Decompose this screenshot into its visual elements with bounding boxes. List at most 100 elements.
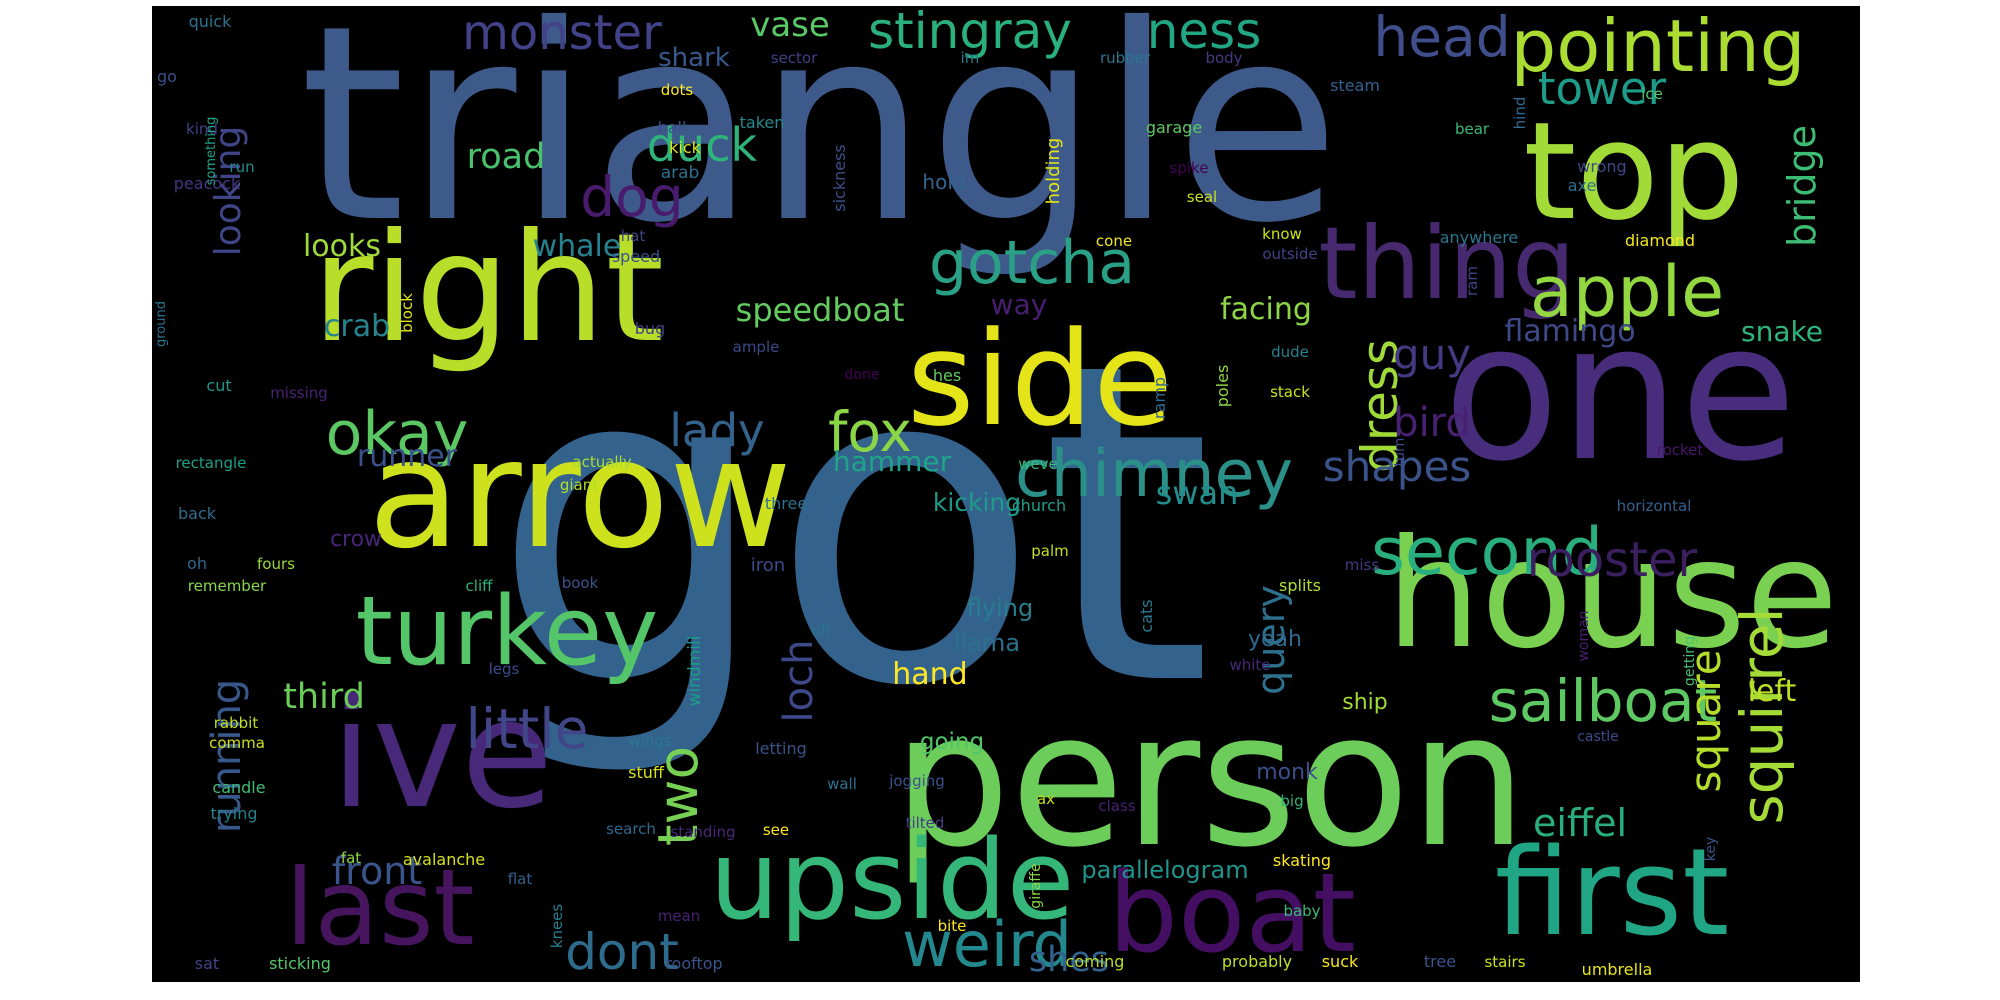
- word-sailboat: sailboat: [1489, 667, 1718, 735]
- word-flamingo: flamingo: [1504, 314, 1635, 349]
- word-triangle: triangle: [300, 6, 1341, 282]
- word-house: house: [1386, 508, 1838, 682]
- word-bite: bite: [938, 917, 967, 935]
- word-guy: guy: [1393, 330, 1471, 379]
- word-person: person: [893, 672, 1527, 888]
- word-first: first: [1495, 824, 1730, 963]
- word-key: key: [1703, 837, 1719, 862]
- word-yeah: yeah: [1248, 627, 1302, 652]
- word-fours: fours: [257, 555, 295, 573]
- word-looks: looks: [303, 229, 381, 264]
- word-fox: fox: [828, 400, 912, 464]
- word-loch: loch: [776, 640, 822, 723]
- word-search: search: [606, 820, 656, 838]
- word-going: going: [920, 729, 984, 755]
- word-speed: speed: [612, 247, 660, 266]
- word-rooftop: rooftop: [665, 954, 722, 973]
- word-second: second: [1371, 515, 1603, 590]
- word-spike: spike: [1170, 159, 1209, 177]
- word-anywhere: anywhere: [1440, 228, 1519, 247]
- word-body: body: [1205, 49, 1242, 67]
- word-dress: dress: [1351, 339, 1409, 473]
- word-coming: coming: [1066, 952, 1125, 971]
- word-cone: cone: [1096, 232, 1132, 250]
- word-parallelogram: parallelogram: [1081, 856, 1248, 884]
- word-book: book: [562, 574, 599, 592]
- word-ram: ram: [1463, 266, 1481, 296]
- word-bird: bird: [1393, 400, 1471, 446]
- word-quick: quick: [189, 12, 233, 31]
- word-candle: candle: [212, 778, 265, 797]
- word-road: road: [467, 137, 546, 177]
- word-remember: remember: [188, 577, 267, 595]
- word-shapes: shapes: [1323, 442, 1472, 491]
- word-turn: turn: [1392, 438, 1408, 467]
- word-duck: duck: [647, 118, 758, 172]
- word-llama: llama: [954, 629, 1020, 657]
- word-kicking: kicking: [933, 488, 1021, 517]
- word-head: head: [1373, 6, 1510, 69]
- word-giant: giant: [560, 476, 598, 494]
- word-third: third: [283, 677, 365, 717]
- word-hes: hes: [933, 366, 961, 385]
- word-tree: tree: [1424, 952, 1456, 971]
- word-missing: missing: [270, 384, 328, 402]
- word-thing: thing: [1318, 205, 1575, 322]
- word-hind: hind: [1511, 97, 1529, 130]
- word-ball: ball: [658, 118, 687, 137]
- word-okay: okay: [326, 399, 469, 469]
- word-crow: crow: [330, 527, 382, 552]
- word-monk: monk: [1256, 760, 1318, 785]
- word-arrow: arrow: [368, 408, 792, 582]
- word-ice: ice: [1641, 85, 1663, 103]
- word-runner: runner: [357, 439, 458, 474]
- word-crab: crab: [324, 309, 390, 344]
- word-probably: probably: [1222, 952, 1292, 971]
- word-baby: baby: [1283, 902, 1320, 920]
- word-church: church: [1012, 496, 1066, 515]
- word-flying: flying: [967, 594, 1033, 622]
- word-ax: ax: [1037, 790, 1055, 808]
- word-boat: boat: [1108, 849, 1356, 977]
- word-ground: ground: [154, 301, 169, 347]
- word-rectangle: rectangle: [176, 454, 247, 472]
- word-left: left: [1748, 674, 1797, 709]
- word-letting: letting: [755, 739, 807, 758]
- word-cats: cats: [1137, 599, 1156, 632]
- word-big: big: [1280, 792, 1303, 810]
- word-hold: hold: [922, 170, 965, 194]
- word-see: see: [763, 821, 789, 839]
- word-windmill: windmill: [685, 636, 705, 707]
- word-two: two: [646, 746, 710, 846]
- word-kick: kick: [669, 138, 702, 157]
- word-shark: shark: [658, 43, 730, 73]
- word-hat: hat: [621, 227, 646, 245]
- word-ness: ness: [1147, 6, 1262, 60]
- word-stack: stack: [1270, 383, 1310, 401]
- word-gotcha: gotcha: [929, 228, 1135, 298]
- word-chimney: chimney: [1015, 437, 1293, 512]
- word-peacock: peacock: [174, 174, 241, 193]
- word-avalanche: avalanche: [403, 850, 485, 869]
- word-facing: facing: [1220, 292, 1312, 327]
- word-trying: trying: [210, 804, 257, 823]
- word-splits: splits: [1279, 576, 1321, 595]
- word-turkey: turkey: [356, 577, 659, 687]
- word-actually: actually: [572, 453, 631, 471]
- word-hand: hand: [892, 657, 967, 692]
- word-whale: whale: [533, 229, 622, 264]
- word-shes: shes: [1029, 940, 1109, 980]
- word-knees: knees: [548, 904, 566, 949]
- word-rabbit: rabbit: [214, 714, 259, 732]
- word-dont: dont: [565, 923, 679, 981]
- word-little: little: [466, 697, 589, 761]
- word-taken: taken: [740, 113, 785, 132]
- word-sticking: sticking: [269, 954, 331, 973]
- word-wall: wall: [827, 775, 857, 793]
- word-im: im: [961, 49, 980, 67]
- word-back: back: [178, 504, 217, 523]
- word-ample: ample: [733, 338, 780, 356]
- word-sickness: sickness: [830, 144, 849, 212]
- word-last: last: [285, 847, 474, 969]
- word-running: running: [204, 679, 250, 833]
